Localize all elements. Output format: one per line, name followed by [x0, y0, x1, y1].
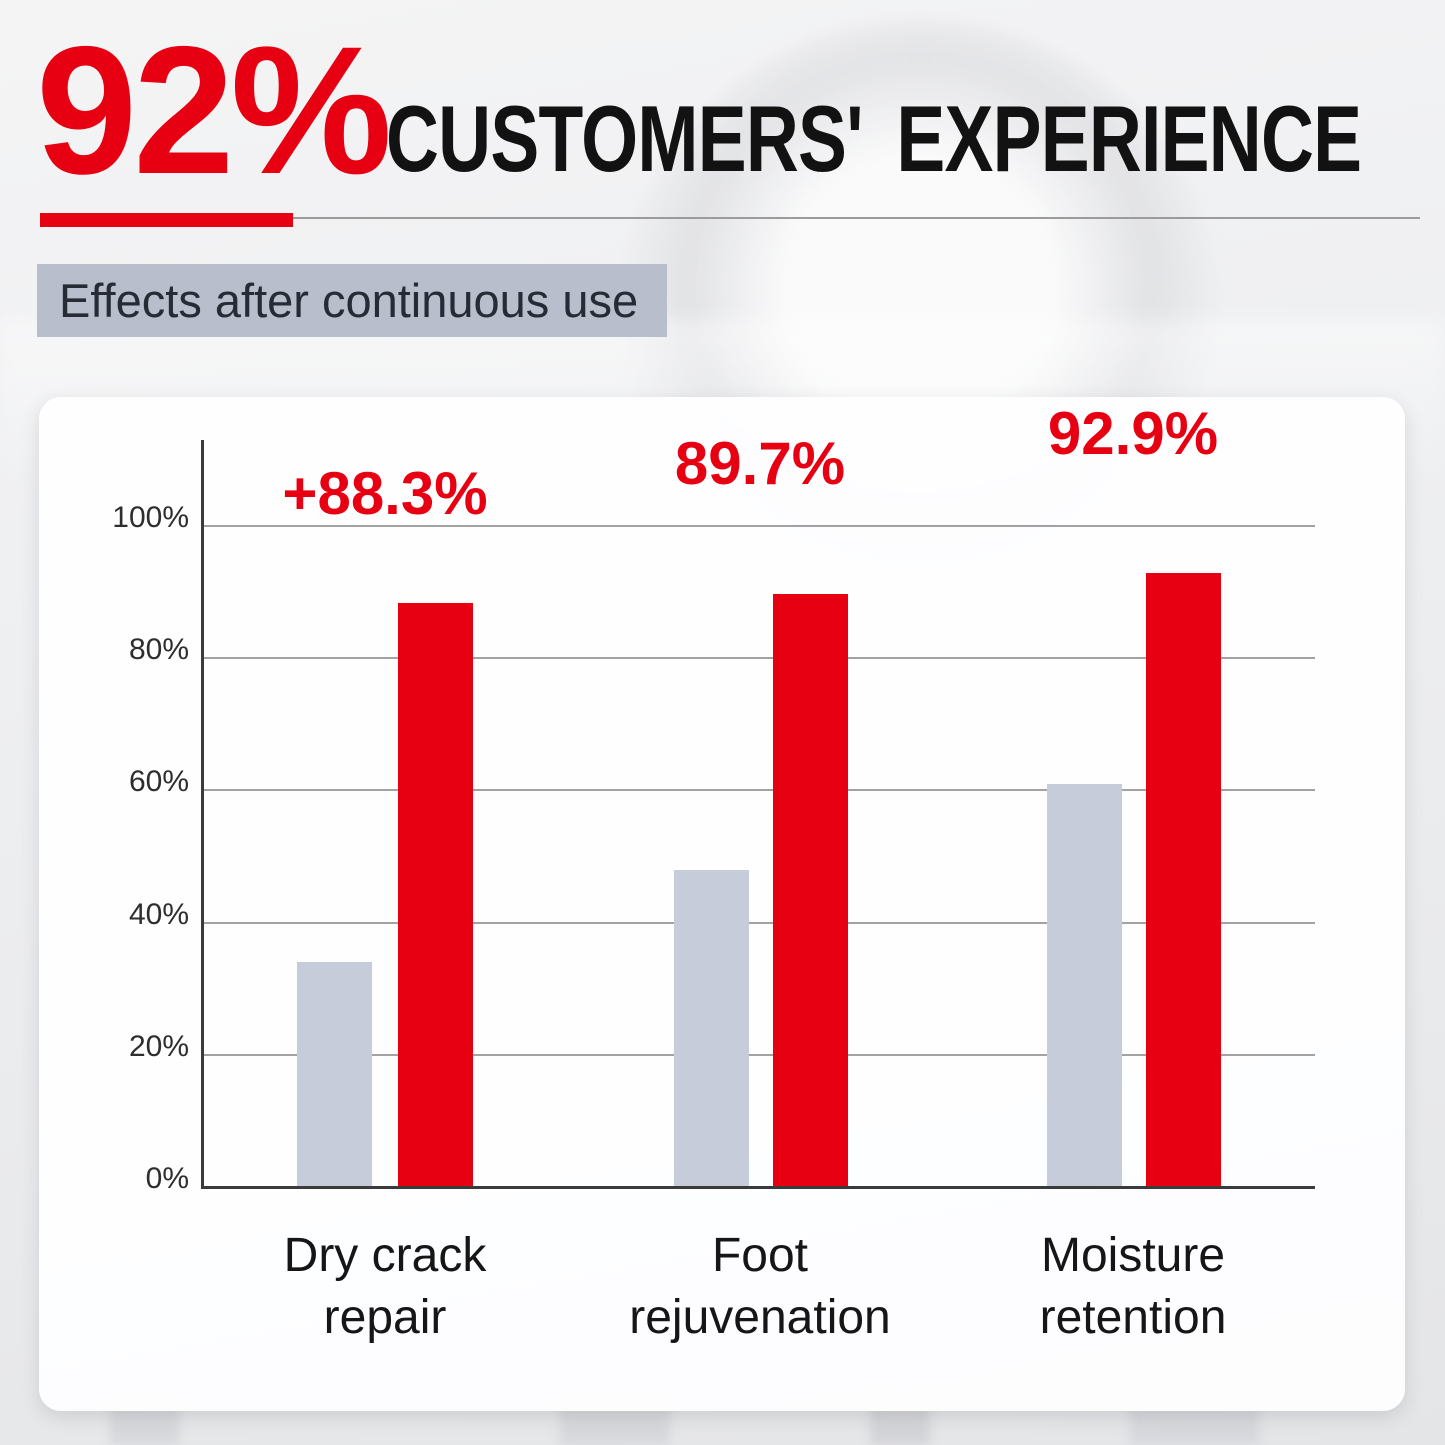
category-label-2: Moisture retention [903, 1225, 1363, 1349]
category-label-line: repair [323, 1291, 447, 1344]
y-axis-line [201, 440, 204, 1189]
category-label-line: Foot [711, 1229, 809, 1282]
category-label-line: Moisture [1040, 1229, 1226, 1282]
bar-value-label-0: +88.3% [282, 460, 488, 528]
bar-value-label-1: 89.7% [674, 429, 846, 497]
y-tick-label: 40% [128, 897, 189, 931]
gridline [201, 789, 1315, 792]
gridline [201, 657, 1315, 659]
y-tick-label: 80% [128, 633, 189, 666]
category-label-line: Dry crack [283, 1229, 487, 1282]
red-underline [40, 213, 293, 227]
thin-divider-line [293, 217, 1420, 219]
page-title: CUSTOMERS' EXPERIENCE [386, 86, 1362, 191]
gridline [201, 1053, 1315, 1056]
category-label-line: rejuvenation [629, 1291, 891, 1344]
subtitle-banner: Effects after continuous use [37, 264, 667, 337]
bar-after-2 [1146, 572, 1221, 1187]
bar-before-1 [674, 869, 749, 1187]
y-tick-label: 0% [145, 1162, 189, 1195]
y-tick-label: 60% [128, 765, 189, 799]
chart-card: 100% 80% 60% 40% 20% 0% +88.3% 89.7% 92.9% Dry cr… [39, 397, 1405, 1411]
bar-after-1 [773, 593, 848, 1187]
bar-value-label-2: 92.9% [1047, 399, 1219, 467]
category-label-1: Foot rejuvenation [530, 1225, 990, 1349]
category-label-line: retention [1039, 1291, 1227, 1344]
bar-before-2 [1047, 783, 1122, 1187]
y-tick-label: 20% [128, 1029, 189, 1063]
gridline [201, 921, 1315, 924]
big-percentage-stat: 92% [36, 8, 392, 212]
y-tick-label: 100% [112, 500, 189, 534]
bar-after-0 [398, 603, 473, 1187]
category-label-0: Dry crack repair [155, 1225, 615, 1349]
bar-before-0 [297, 962, 372, 1187]
bar-chart: 100% 80% 60% 40% 20% 0% +88.3% 89.7% 92.9% Dry cr… [39, 397, 1405, 1411]
x-axis-line [201, 1186, 1315, 1189]
